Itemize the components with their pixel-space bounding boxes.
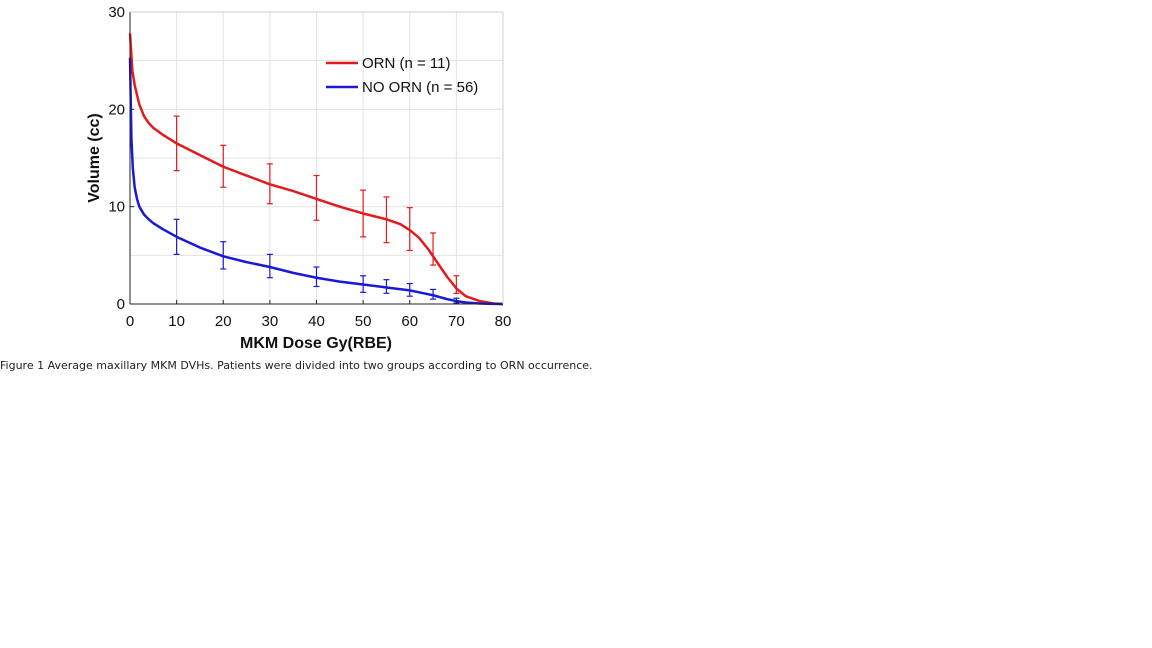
x-tick-label: 50 bbox=[355, 313, 372, 330]
x-tick-label: 40 bbox=[308, 313, 325, 330]
dvh-line-chart: 0 10 20 30 40 50 60 70 80 0 10 20 30 MKM Dose Gy(RBE… bbox=[86, 4, 511, 352]
series-layer bbox=[128, 33, 504, 306]
x-tick-label: 10 bbox=[168, 313, 185, 330]
y-axis-title: Volume (cc) bbox=[86, 113, 103, 203]
caption-label: Figure 1 bbox=[0, 359, 45, 372]
x-tick-label: 60 bbox=[401, 313, 418, 330]
x-tick-label: 20 bbox=[215, 313, 232, 330]
y-tick-label: 0 bbox=[117, 296, 125, 313]
legend: ORN (n = 11) NO ORN (n = 56) bbox=[326, 55, 478, 96]
y-tick-label: 20 bbox=[108, 101, 125, 118]
y-tick-label: 30 bbox=[108, 4, 125, 21]
figure-caption: Figure 1 Average maxillary MKM DVHs. Pat… bbox=[0, 359, 593, 372]
x-tick-label: 70 bbox=[448, 313, 465, 330]
axes-layer: 0 10 20 30 40 50 60 70 80 0 10 20 30 bbox=[108, 4, 511, 330]
x-axis-title: MKM Dose Gy(RBE) bbox=[240, 335, 392, 352]
legend-label-orn: ORN (n = 11) bbox=[362, 55, 451, 72]
x-tick-label: 0 bbox=[126, 313, 134, 330]
x-tick-label: 30 bbox=[262, 313, 279, 330]
x-tick-label: 80 bbox=[495, 313, 512, 330]
caption-text: Average maxillary MKM DVHs. Patients wer… bbox=[44, 359, 593, 372]
legend-label-no-orn: NO ORN (n = 56) bbox=[362, 79, 478, 96]
y-tick-label: 10 bbox=[108, 199, 125, 216]
